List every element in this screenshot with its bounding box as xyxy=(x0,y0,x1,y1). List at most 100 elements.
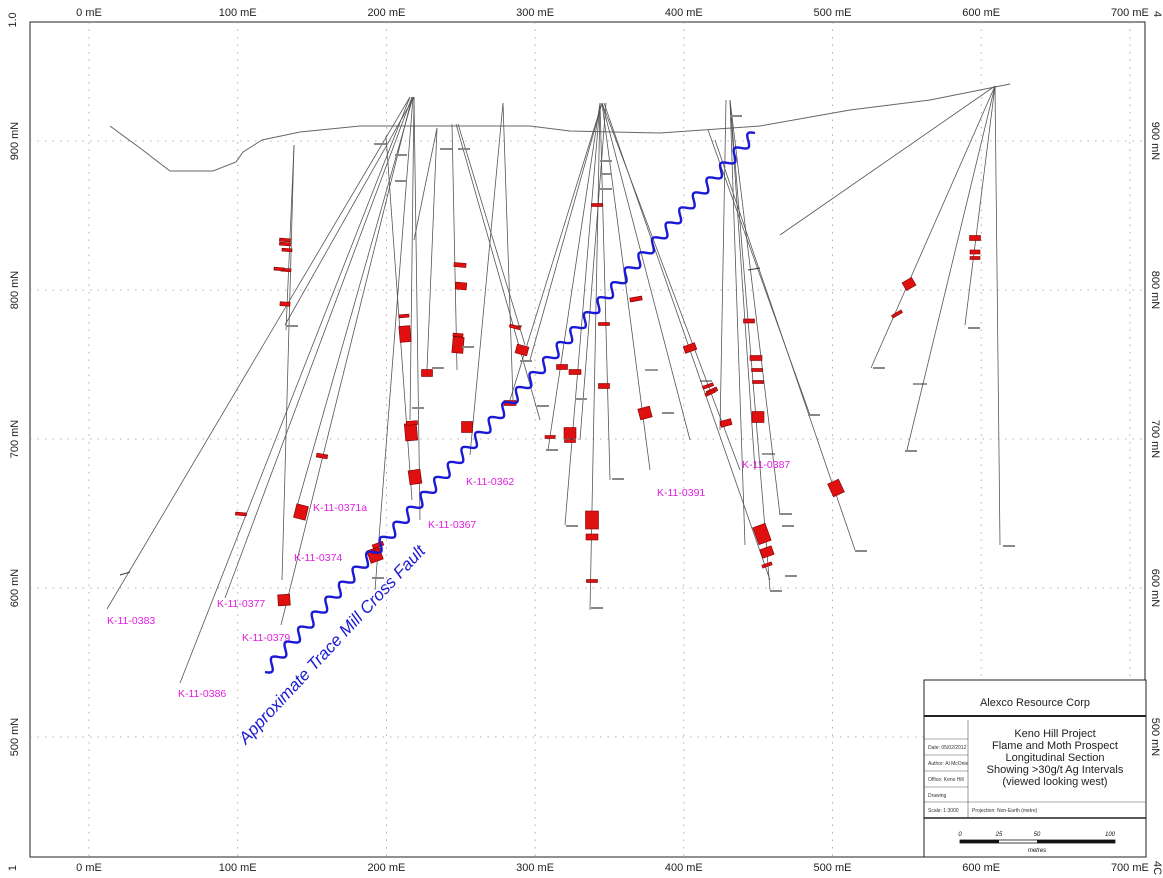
drillhole-label-k-11-0387: K-11-0387 xyxy=(742,459,790,471)
corner-mark-top-left: 1.0 xyxy=(7,12,19,27)
y-tick-left: 900 mN xyxy=(9,122,21,161)
corner-mark-bottom-left: 1 xyxy=(7,865,19,871)
drillhole-labels: K-11-0383 K-11-0386 K-11-0377 K-11-0379 … xyxy=(107,459,790,700)
x-tick-top: 200 mE xyxy=(367,7,405,19)
company-name: Alexco Resource Corp xyxy=(980,697,1090,709)
x-tick-top: 300 mE xyxy=(516,7,554,19)
title-block: Alexco Resource Corp Date: 05/02/2012 Au… xyxy=(923,679,1147,858)
y-tick-right: 800 mN xyxy=(1149,271,1161,310)
ag-interval xyxy=(704,389,716,397)
y-tick-right: 900 mN xyxy=(1149,122,1161,161)
ag-interval xyxy=(281,247,293,253)
ag-interval xyxy=(827,478,845,498)
x-tick-bottom: 300 mE xyxy=(516,862,554,874)
x-tick-bottom: 0 mE xyxy=(76,862,102,874)
ag-interval xyxy=(719,418,733,428)
ag-interval xyxy=(969,256,981,260)
ag-interval xyxy=(682,342,698,354)
x-tick-bottom: 200 mE xyxy=(367,862,405,874)
ag-interval xyxy=(591,203,603,207)
x-tick-top: 500 mE xyxy=(814,7,852,19)
ag-interval xyxy=(743,318,755,324)
tb-office: Office: Keno Hill xyxy=(928,777,964,783)
ag-interval xyxy=(637,405,653,421)
ag-intervals xyxy=(235,203,981,607)
ag-interval xyxy=(514,343,530,357)
y-tick-right: 700 mN xyxy=(1149,420,1161,459)
ag-interval xyxy=(701,382,715,390)
ag-interval xyxy=(403,422,419,442)
ag-interval xyxy=(273,266,285,272)
ag-interval xyxy=(277,593,291,607)
ag-interval xyxy=(629,295,643,303)
ag-interval xyxy=(586,579,598,583)
interval-ticks xyxy=(119,267,927,576)
ag-interval xyxy=(969,249,981,255)
ag-interval xyxy=(279,301,291,307)
ag-interval xyxy=(315,452,329,460)
svg-text:25: 25 xyxy=(995,832,1003,838)
drillhole-label-k-11-0379: K-11-0379 xyxy=(242,632,290,644)
ag-interval xyxy=(406,420,418,426)
ag-interval xyxy=(421,369,433,377)
x-tick-top: 600 mE xyxy=(962,7,1000,19)
map-frame xyxy=(29,21,1146,858)
drillhole-label-k-11-0362: K-11-0362 xyxy=(466,476,514,488)
tb-date: Date: 05/02/2012 xyxy=(928,745,967,751)
x-tick-top: 700 mE xyxy=(1111,7,1149,19)
x-tick-top: 0 mE xyxy=(76,7,102,19)
drillhole-label-k-11-0383: K-11-0383 xyxy=(107,615,155,627)
x-tick-bottom: 500 mE xyxy=(814,862,852,874)
tb-title-line-4: Showing >30g/t Ag Intervals xyxy=(987,764,1124,776)
tb-title-line-2: Flame and Moth Prospect xyxy=(992,740,1118,752)
ag-interval xyxy=(451,336,465,354)
svg-text:50: 50 xyxy=(1034,832,1041,838)
ag-interval xyxy=(585,533,599,541)
drillhole-label-k-11-0391: K-11-0391 xyxy=(657,487,705,499)
corner-mark-top-right: 4 xyxy=(1151,11,1163,17)
ag-interval xyxy=(398,325,412,343)
ag-interval xyxy=(751,368,763,372)
ag-interval xyxy=(564,439,576,443)
ag-interval xyxy=(761,561,773,569)
ag-interval xyxy=(891,309,903,319)
svg-text:metres: metres xyxy=(1028,848,1046,854)
topography-surface xyxy=(109,83,1011,172)
y-axis-left: 900 mN 800 mN 700 mN 600 mN 500 mN xyxy=(9,122,21,757)
tb-drawing: Drawing xyxy=(928,793,947,799)
mill-cross-fault-trace xyxy=(264,131,756,674)
ag-interval xyxy=(461,421,473,433)
ag-interval xyxy=(293,503,309,521)
scale-bar: 0 25 50 100 metres xyxy=(958,832,1115,854)
ag-interval xyxy=(901,276,917,292)
ag-interval xyxy=(279,237,291,243)
tiny-hole-ids xyxy=(286,115,1015,609)
tb-title-line-1: Keno Hill Project xyxy=(1014,728,1095,740)
y-tick-left: 800 mN xyxy=(9,271,21,310)
x-tick-bottom: 100 mE xyxy=(219,862,257,874)
ag-interval xyxy=(454,281,468,291)
ag-interval xyxy=(279,241,291,247)
ag-interval xyxy=(759,545,775,559)
x-tick-top: 100 mE xyxy=(219,7,257,19)
y-tick-left: 500 mN xyxy=(9,718,21,757)
drillhole-label-k-11-0374: K-11-0374 xyxy=(294,552,342,564)
ag-interval xyxy=(585,510,599,530)
tb-author: Author: Al McOnie xyxy=(928,761,969,767)
tb-scale: Scale: 1:3000 xyxy=(928,808,959,814)
tb-projection: Projection: Non-Earth (metre) xyxy=(972,808,1038,814)
x-tick-bottom: 700 mE xyxy=(1111,862,1149,874)
drillhole-label-k-11-0377: K-11-0377 xyxy=(217,598,265,610)
drillhole-label-k-11-0367: K-11-0367 xyxy=(428,519,476,531)
ag-interval xyxy=(235,511,247,517)
drillhole-traces xyxy=(106,85,1001,684)
y-tick-left: 700 mN xyxy=(9,420,21,459)
drillhole-label-k-11-0371a: K-11-0371a xyxy=(313,502,367,514)
ag-interval xyxy=(508,323,522,331)
ag-interval xyxy=(752,380,764,384)
svg-text:100: 100 xyxy=(1105,832,1116,838)
x-tick-top: 400 mE xyxy=(665,7,703,19)
x-axis-bottom: 0 mE 100 mE 200 mE 300 mE 400 mE 500 mE 600 mE… xyxy=(76,862,1149,874)
corner-mark-bottom-right: 4C xyxy=(1151,861,1163,875)
